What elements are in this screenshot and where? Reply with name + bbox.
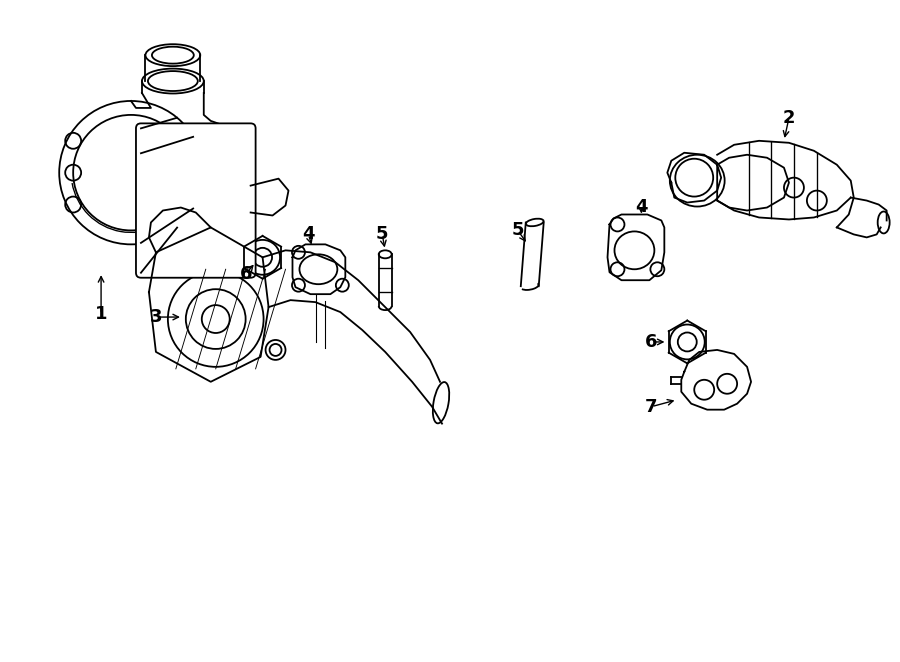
Text: 2: 2 xyxy=(783,109,796,127)
Text: 4: 4 xyxy=(635,197,648,216)
Text: 3: 3 xyxy=(149,308,162,326)
Text: 6: 6 xyxy=(645,333,658,351)
Text: 1: 1 xyxy=(94,305,107,323)
Text: 5: 5 xyxy=(511,221,524,240)
FancyBboxPatch shape xyxy=(136,123,256,278)
Text: 4: 4 xyxy=(302,225,315,244)
Text: 7: 7 xyxy=(645,398,658,416)
Text: 5: 5 xyxy=(376,225,389,244)
Text: 6: 6 xyxy=(239,265,252,283)
